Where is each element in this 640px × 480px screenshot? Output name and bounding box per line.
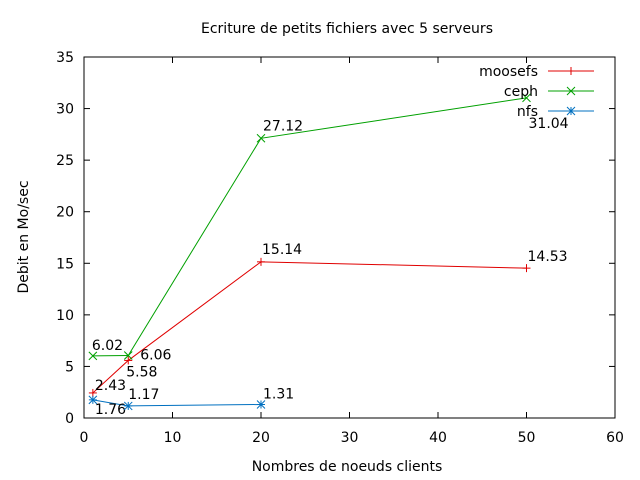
data-point — [522, 93, 531, 103]
x-tick-label: 50 — [518, 430, 536, 446]
y-tick-label: 0 — [65, 411, 74, 427]
data-label: 2.43 — [95, 378, 126, 394]
y-tick-label: 10 — [56, 308, 74, 324]
data-point — [566, 86, 576, 96]
x-tick-label: 30 — [341, 430, 359, 446]
data-label: 6.06 — [140, 347, 171, 363]
data-point — [566, 106, 576, 116]
y-tick-label: 20 — [56, 205, 74, 221]
y-tick-label: 15 — [56, 256, 74, 272]
data-point — [256, 400, 266, 409]
y-tick-label: 25 — [56, 153, 74, 169]
data-point-stroke — [566, 106, 576, 116]
x-tick-label: 20 — [252, 430, 270, 446]
series-line-moosefs — [92, 261, 527, 394]
data-point-stroke — [566, 86, 576, 96]
data-point — [123, 351, 133, 360]
data-point-stroke — [522, 93, 531, 103]
x-tick-label: 10 — [164, 430, 182, 446]
data-point — [88, 395, 98, 405]
axis-ticks: 0 10 20 30 40 50 60 0 5 10 15 20 25 30 35 — [56, 50, 624, 446]
chart-title: Ecriture de petits fichiers avec 5 serve… — [201, 21, 493, 37]
data-point-stroke — [88, 351, 98, 361]
data-point — [567, 67, 575, 75]
data-label: 1.31 — [263, 386, 294, 402]
x-axis-label: Nombres de noeuds clients — [252, 459, 443, 475]
data-point-stroke — [256, 400, 266, 409]
y-tick-label: 5 — [65, 359, 74, 375]
data-point-stroke — [123, 401, 133, 411]
y-axis-label: Debit en Mo/sec — [16, 180, 32, 293]
data-label: 1.76 — [95, 402, 126, 418]
data-point-stroke — [256, 133, 266, 143]
data-point-stroke — [88, 395, 98, 405]
data-label: 15.14 — [262, 242, 302, 258]
data-label: 27.12 — [263, 118, 303, 134]
data-label: 31.04 — [529, 116, 569, 132]
data-point — [256, 133, 266, 143]
data-label: 1.17 — [128, 387, 159, 403]
series-line-ceph — [92, 97, 527, 357]
legend-label: nfs — [517, 104, 538, 120]
data-label: 14.53 — [528, 249, 568, 265]
legend-label: ceph — [504, 84, 538, 100]
data-point — [257, 257, 265, 266]
x-tick-label: 40 — [429, 430, 447, 446]
data-point — [124, 356, 133, 365]
data-point — [123, 401, 133, 411]
y-tick-label: 30 — [56, 102, 74, 118]
data-point — [522, 264, 531, 273]
legend: moosefs ceph nfs — [479, 64, 594, 120]
data-point — [88, 351, 98, 361]
x-tick-label: 0 — [80, 430, 89, 446]
data-label: 5.58 — [126, 364, 157, 380]
x-tick-label: 60 — [606, 430, 624, 446]
data-point-stroke — [123, 351, 133, 360]
data-point — [88, 388, 97, 397]
legend-label: moosefs — [479, 64, 538, 80]
data-label: 6.02 — [92, 338, 123, 354]
y-tick-label: 35 — [56, 50, 74, 66]
series-layer: 2.435.58 15.14 14.53 6.02 6.06 27.12 31.04 1.76… — [88, 93, 569, 418]
